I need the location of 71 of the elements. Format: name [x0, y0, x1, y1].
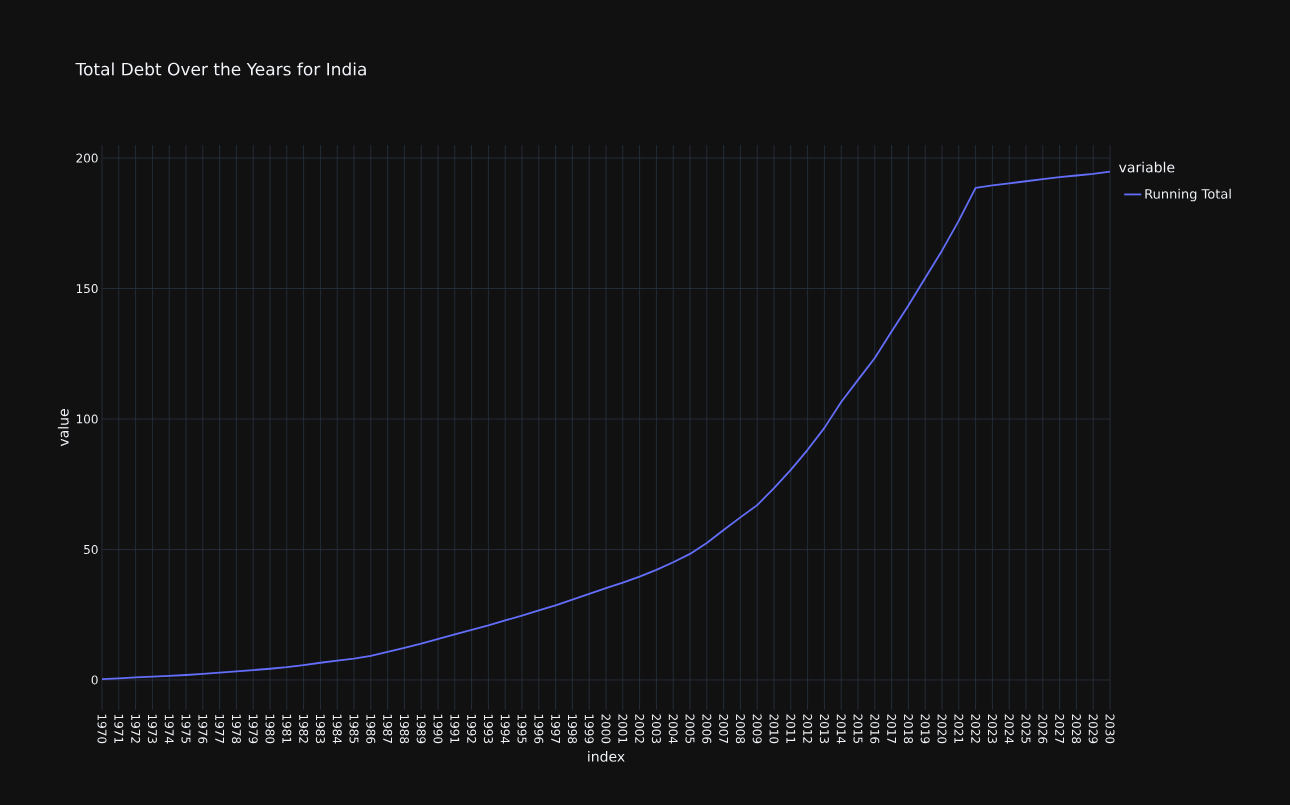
chart-title: Total Debt Over the Years for India — [75, 62, 366, 76]
x-tick-label: 1998 — [567, 714, 577, 744]
x-tick-label: 1989 — [416, 714, 426, 744]
x-tick-label: 1988 — [399, 714, 409, 744]
x-tick-label: 1995 — [517, 714, 527, 743]
x-tick-label: 2023 — [987, 714, 997, 744]
x-tick-label: 1985 — [349, 714, 359, 743]
x-tick-label: 2011 — [786, 714, 796, 743]
x-tick-label: 2021 — [954, 714, 964, 743]
x-tick-label: 2014 — [836, 714, 846, 744]
x-tick-label: 1979 — [248, 714, 258, 744]
x-tick-label: 1976 — [198, 714, 208, 744]
x-tick-label: 1971 — [114, 714, 124, 743]
x-tick-label: 1984 — [332, 714, 342, 744]
y-tick-label: 50 — [84, 544, 98, 555]
x-tick-label: 1970 — [97, 714, 107, 744]
legend-label: Running Total — [1145, 188, 1231, 202]
x-tick-label: 1973 — [147, 714, 157, 744]
x-tick-label: 2020 — [937, 714, 947, 744]
x-tick-label: 1981 — [282, 714, 292, 743]
x-tick-label: 1982 — [299, 714, 309, 743]
x-axis-title: index — [588, 750, 625, 762]
x-tick-label: 1996 — [534, 714, 544, 744]
x-tick-label: 2019 — [920, 714, 930, 744]
x-tick-label: 1972 — [131, 714, 141, 743]
x-tick-label: 2013 — [819, 714, 829, 744]
x-tick-label: 2012 — [803, 714, 813, 743]
x-tick-label: 2004 — [668, 714, 678, 744]
x-tick-label: 2002 — [635, 714, 645, 743]
x-tick-label: 1975 — [181, 714, 191, 743]
x-tick-label: 2003 — [651, 714, 661, 744]
x-tick-label: 2030 — [1105, 714, 1115, 744]
x-tick-label: 2027 — [1055, 714, 1065, 744]
y-tick-label: 0 — [91, 675, 98, 685]
x-tick-label: 1977 — [215, 714, 225, 744]
x-tick-label: 2022 — [971, 714, 981, 743]
x-tick-label: 2024 — [1004, 714, 1014, 744]
x-tick-label: 1991 — [450, 714, 460, 743]
x-tick-label: 2018 — [903, 714, 913, 744]
x-tick-label: 2009 — [752, 714, 762, 744]
x-tick-label: 2000 — [601, 714, 611, 744]
x-tick-label: 2017 — [887, 714, 897, 744]
x-tick-label: 1992 — [467, 714, 477, 743]
x-tick-label: 1999 — [584, 714, 594, 744]
y-tick-label: 200 — [76, 153, 98, 163]
x-tick-label: 2006 — [702, 714, 712, 744]
x-tick-label: 2008 — [735, 714, 745, 744]
x-tick-label: 1986 — [366, 714, 376, 744]
x-tick-label: 2029 — [1088, 714, 1098, 744]
x-tick-label: 2015 — [853, 714, 863, 743]
x-tick-label: 1993 — [483, 714, 493, 744]
y-tick-label: 150 — [76, 283, 98, 294]
x-tick-label: 2028 — [1071, 714, 1081, 744]
x-tick-label: 1994 — [500, 714, 510, 744]
x-tick-label: 1974 — [164, 714, 174, 744]
x-tick-label: 2010 — [769, 714, 779, 744]
x-tick-label: 1983 — [315, 714, 325, 744]
x-tick-label: 1997 — [551, 714, 561, 744]
legend-title: variable — [1119, 161, 1175, 173]
y-axis-title: value — [57, 409, 69, 447]
x-tick-label: 1980 — [265, 714, 275, 744]
x-tick-label: 2026 — [1038, 714, 1048, 744]
x-tick-label: 1990 — [433, 714, 443, 744]
x-tick-label: 2001 — [618, 714, 628, 743]
x-tick-label: 2016 — [870, 714, 880, 744]
y-tick-label: 100 — [76, 414, 98, 424]
x-tick-label: 2005 — [685, 714, 695, 743]
x-tick-label: 2007 — [719, 714, 729, 744]
x-tick-label: 1987 — [383, 714, 393, 744]
x-tick-label: 2025 — [1021, 714, 1031, 743]
x-tick-label: 1978 — [231, 714, 241, 744]
